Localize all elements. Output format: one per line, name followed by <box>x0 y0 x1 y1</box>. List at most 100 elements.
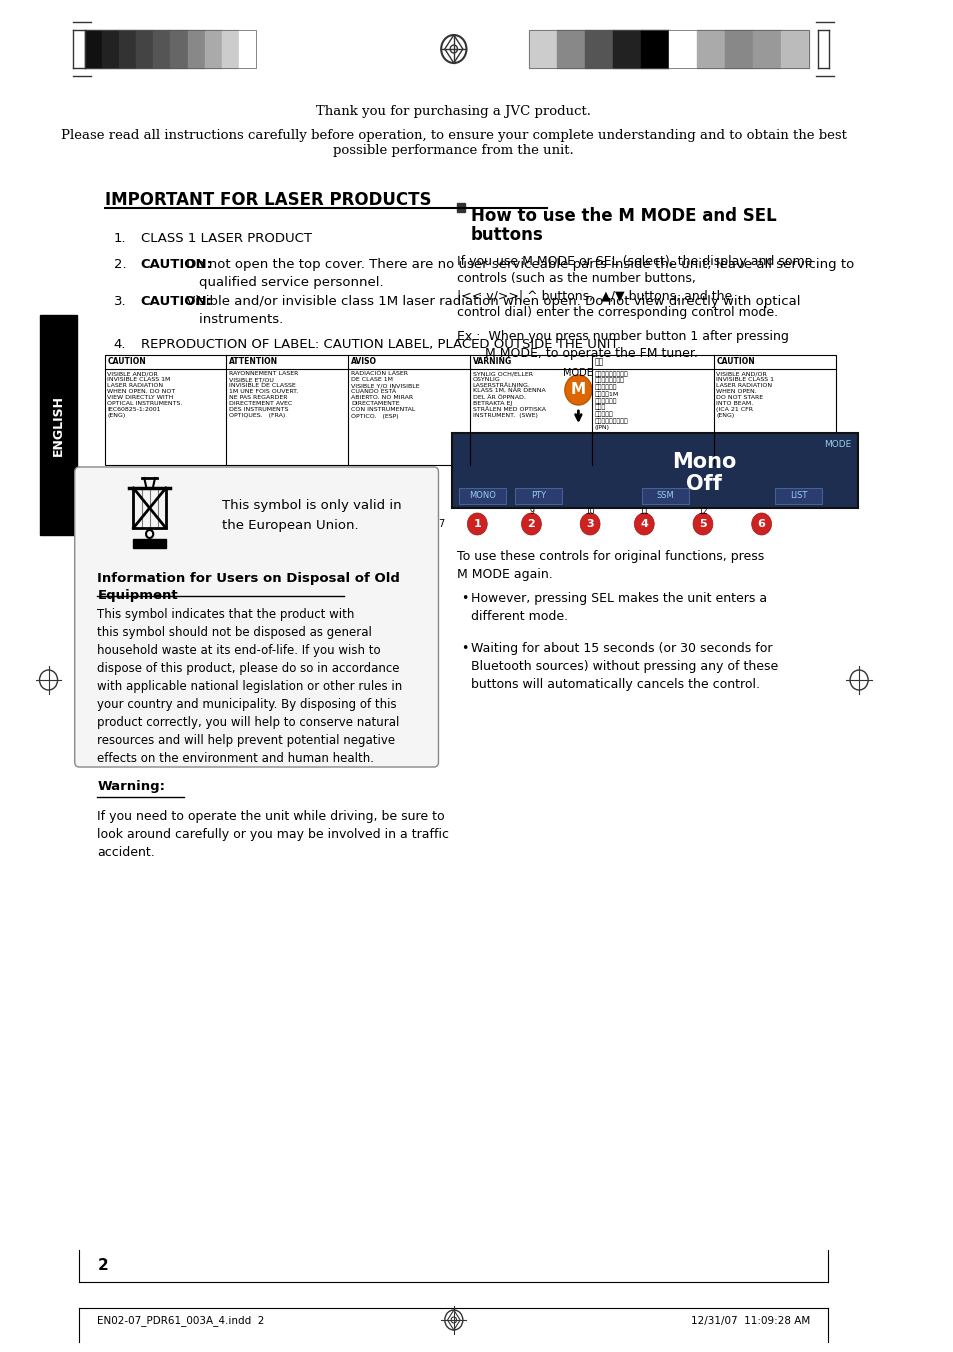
Text: M: M <box>570 383 585 397</box>
Bar <box>239 30 255 68</box>
Text: CAUTION: CAUTION <box>716 357 755 366</box>
Bar <box>724 30 752 68</box>
Text: SYNLIG OCH/ELLER
OSYNLIG
LASERSTRÅLNING.
KLASS 1M, NÄR DENNA
DEL ÄR ÖPPNAD.
BETR: SYNLIG OCH/ELLER OSYNLIG LASERSTRÅLNING.… <box>473 370 545 418</box>
Bar <box>102 30 119 68</box>
Text: 1.: 1. <box>113 233 126 245</box>
Text: Waiting for about 15 seconds (or 30 seconds for
Bluetooth sources) without press: Waiting for about 15 seconds (or 30 seco… <box>471 642 778 691</box>
Text: VISIBLE AND/OR
INVISIBLE CLASS 1
LASER RADIATION
WHEN OPEN.
DO NOT STARE
INTO BE: VISIBLE AND/OR INVISIBLE CLASS 1 LASER R… <box>716 370 774 418</box>
Text: Ex.:  When you press number button 1 after pressing: Ex.: When you press number button 1 afte… <box>456 330 787 343</box>
Text: ATTENTION: ATTENTION <box>229 357 278 366</box>
Text: Please read all instructions carefully before operation, to ensure your complete: Please read all instructions carefully b… <box>61 128 846 157</box>
Text: Thank you for purchasing a JVC product.: Thank you for purchasing a JVC product. <box>316 105 591 119</box>
Text: 5: 5 <box>699 519 706 529</box>
Bar <box>752 30 780 68</box>
Circle shape <box>751 512 771 535</box>
Bar <box>188 30 205 68</box>
Bar <box>775 488 821 504</box>
Text: RADIACIÓN LÁSER
DE CLASE 1M
VISIBLE Y/O INVISIBLE
CUANDO ESTÁ
ABIERTO. NO MIRAR
: RADIACIÓN LÁSER DE CLASE 1M VISIBLE Y/O … <box>351 370 419 419</box>
Text: Off: Off <box>685 475 721 493</box>
Text: LIST: LIST <box>789 492 806 500</box>
Bar <box>528 30 557 68</box>
Text: PTY: PTY <box>531 492 546 500</box>
Text: MODE: MODE <box>563 368 593 379</box>
Text: MODE: MODE <box>822 439 850 449</box>
Bar <box>458 488 506 504</box>
Text: controls (such as the number buttons,: controls (such as the number buttons, <box>456 272 695 285</box>
Circle shape <box>467 512 487 535</box>
Text: 2.: 2. <box>113 258 126 270</box>
Text: •: • <box>460 642 468 654</box>
Text: the European Union.: the European Union. <box>222 519 358 531</box>
Text: 7: 7 <box>437 519 444 529</box>
Bar <box>105 356 835 465</box>
Text: AVISO: AVISO <box>351 357 376 366</box>
Circle shape <box>579 512 599 535</box>
Text: VISIBLE AND/OR
INVISIBLE CLASS 1M
LASER RADIATION
WHEN OPEN. DO NOT
VIEW DIRECTL: VISIBLE AND/OR INVISIBLE CLASS 1M LASER … <box>107 370 182 418</box>
Bar <box>641 488 688 504</box>
Bar <box>39 315 77 535</box>
Text: control dial) enter the corresponding control mode.: control dial) enter the corresponding co… <box>456 306 777 319</box>
Text: Warning:: Warning: <box>97 780 165 794</box>
Text: To use these controls for original functions, press
M MODE again.: To use these controls for original funct… <box>456 550 763 581</box>
Circle shape <box>521 512 540 535</box>
Text: VARNING: VARNING <box>473 357 512 366</box>
Text: EN02-07_PDR61_003A_4.indd  2: EN02-07_PDR61_003A_4.indd 2 <box>97 1315 264 1326</box>
Text: 3.: 3. <box>113 295 126 308</box>
Circle shape <box>634 512 654 535</box>
Text: CAUTION:: CAUTION: <box>140 258 213 270</box>
Circle shape <box>564 375 591 406</box>
Text: 4: 4 <box>639 519 647 529</box>
Bar <box>136 30 153 68</box>
Text: This symbol indicates that the product with
this symbol should not be disposed a: This symbol indicates that the product w… <box>97 608 402 765</box>
Text: 10: 10 <box>585 507 595 516</box>
Text: 6: 6 <box>757 519 764 529</box>
Bar <box>133 488 166 529</box>
Text: 1: 1 <box>473 519 480 529</box>
Text: |<< v/>>| ^ buttons,  ▲/▼ buttons, and the: |<< v/>>| ^ buttons, ▲/▼ buttons, and th… <box>456 289 731 301</box>
Bar <box>133 539 166 548</box>
Bar <box>222 30 239 68</box>
Text: 11: 11 <box>639 507 648 516</box>
Text: M MODE, to operate the FM tuner.: M MODE, to operate the FM tuner. <box>456 347 697 360</box>
Text: MONO: MONO <box>469 492 496 500</box>
Text: SSM: SSM <box>656 492 673 500</box>
Bar <box>584 30 612 68</box>
Text: If you use M MODE or SEL (select), the display and some: If you use M MODE or SEL (select), the d… <box>456 256 811 268</box>
Bar <box>85 30 102 68</box>
Text: •: • <box>460 592 468 604</box>
Text: How to use the M MODE and SEL: How to use the M MODE and SEL <box>471 207 776 224</box>
FancyBboxPatch shape <box>74 466 438 767</box>
Bar <box>640 30 668 68</box>
Bar <box>153 30 171 68</box>
Bar <box>515 488 561 504</box>
Text: RAYONNEMENT LASER
VISIBLE ET/OU
INVISIBLE DE CLASSE
1M UNE FOIS OUVERT.
NE PAS R: RAYONNEMENT LASER VISIBLE ET/OU INVISIBL… <box>229 370 298 418</box>
Bar <box>696 30 724 68</box>
Text: However, pressing SEL makes the unit enters a
different mode.: However, pressing SEL makes the unit ent… <box>471 592 766 623</box>
Bar <box>205 30 222 68</box>
Text: Visible and/or invisible class 1M laser radiation when open. Do not view directl: Visible and/or invisible class 1M laser … <box>182 295 801 326</box>
Text: 9: 9 <box>529 507 534 516</box>
Circle shape <box>692 512 712 535</box>
Text: CLASS 1 LASER PRODUCT: CLASS 1 LASER PRODUCT <box>140 233 312 245</box>
Text: 3: 3 <box>586 519 594 529</box>
Text: CAUTION:: CAUTION: <box>140 295 213 308</box>
Bar <box>557 30 584 68</box>
Text: 2: 2 <box>527 519 535 529</box>
Bar <box>452 433 858 508</box>
Text: IMPORTANT FOR LASER PRODUCTS: IMPORTANT FOR LASER PRODUCTS <box>105 191 431 210</box>
Bar <box>456 203 464 212</box>
Text: Do not open the top cover. There are no user serviceable parts inside the unit; : Do not open the top cover. There are no … <box>182 258 854 289</box>
Text: Information for Users on Disposal of Old
Equipment: Information for Users on Disposal of Old… <box>97 572 399 602</box>
Bar <box>85 30 255 68</box>
Bar <box>780 30 808 68</box>
Text: CAUTION: CAUTION <box>107 357 146 366</box>
Text: 12/31/07  11:09:28 AM: 12/31/07 11:09:28 AM <box>690 1315 809 1326</box>
Bar <box>528 30 808 68</box>
Text: Mono: Mono <box>671 452 736 472</box>
Text: 2: 2 <box>97 1259 108 1274</box>
Bar <box>119 30 136 68</box>
Text: 注意: 注意 <box>594 357 603 366</box>
Bar <box>668 30 696 68</box>
Bar <box>171 30 188 68</box>
Bar <box>612 30 640 68</box>
